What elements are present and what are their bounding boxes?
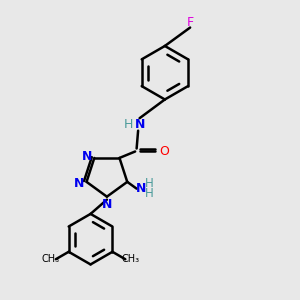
Text: O: O [159,145,169,158]
Text: N: N [74,177,84,190]
Text: N: N [81,150,92,163]
Text: N: N [135,118,146,131]
Text: N: N [136,182,146,195]
Text: N: N [102,198,112,211]
Text: CH₃: CH₃ [41,254,59,264]
Text: CH₃: CH₃ [122,254,140,264]
Text: H: H [145,187,154,200]
Text: H: H [145,177,154,190]
Text: F: F [187,16,194,29]
Text: H: H [124,118,133,131]
